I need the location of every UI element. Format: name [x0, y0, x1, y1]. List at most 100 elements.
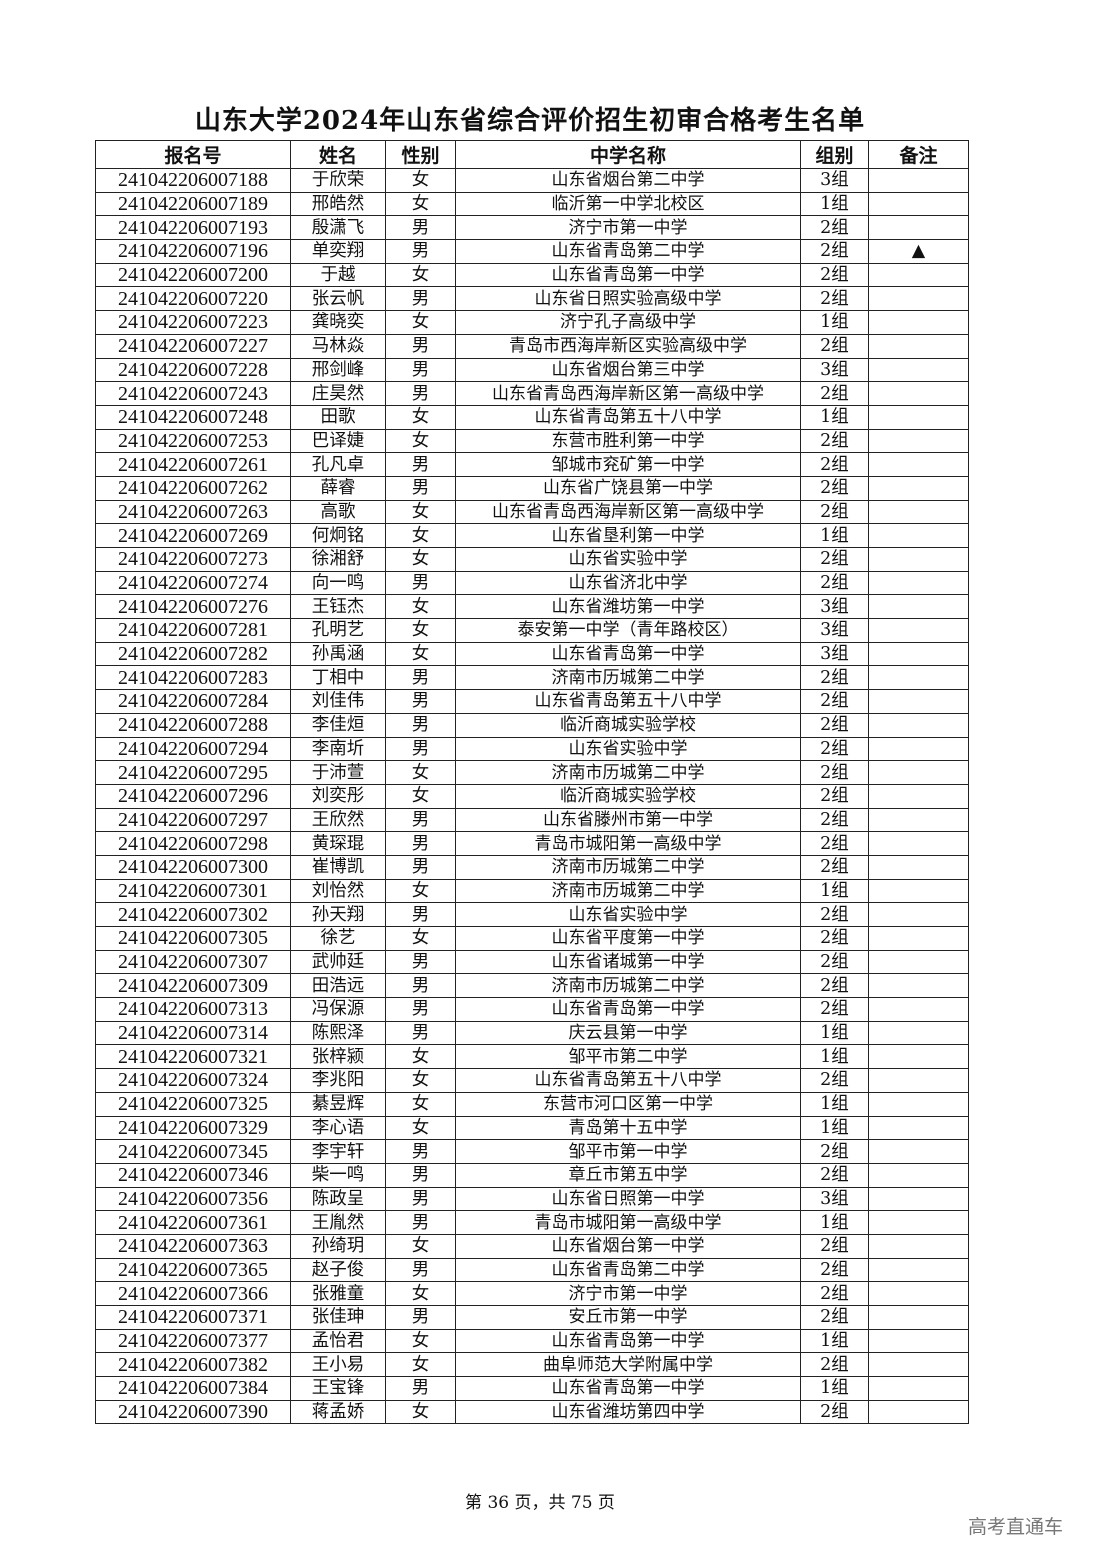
cell-school: 青岛市城阳第一高级中学: [455, 1210, 801, 1235]
cell-remark: [868, 475, 969, 501]
table-row: 241042206007321 张梓颍女邹平市第二中学 1组: [95, 1044, 969, 1070]
cell-registration-number: 241042206007228: [95, 357, 291, 383]
table-row: 241042206007361 王胤然男青岛市城阳第一高级中学 1组: [95, 1210, 969, 1235]
cell-gender: 女: [385, 878, 456, 904]
cell-remark: [868, 523, 969, 548]
cell-remark: [868, 215, 969, 241]
cell-name: 田歌: [290, 404, 386, 430]
cell-group: 2组: [800, 452, 869, 477]
table-row: 241042206007325 綦昱辉女东营市河口区第一中学 1组: [95, 1091, 969, 1117]
cell-registration-number: 241042206007307: [95, 949, 291, 975]
table-row: 241042206007243 庄昊然男山东省青岛西海岸新区第一高级中学 2组: [95, 381, 969, 406]
cell-remark: ▲: [868, 239, 969, 264]
cell-gender: 男: [385, 1257, 456, 1283]
cell-registration-number: 241042206007253: [95, 428, 291, 454]
cell-name: 蒋孟娇: [290, 1399, 386, 1425]
cell-registration-number: 241042206007188: [95, 168, 291, 193]
cell-remark: [868, 973, 969, 999]
cell-registration-number: 241042206007248: [95, 404, 291, 430]
cell-name: 王小易: [290, 1352, 386, 1378]
cell-name: 刘怡然: [290, 878, 386, 904]
cell-remark: [868, 262, 969, 288]
cell-group: 3组: [800, 168, 869, 193]
cell-school: 山东省烟台第三中学: [455, 357, 801, 383]
cell-school: 山东省广饶县第一中学: [455, 475, 801, 501]
cell-registration-number: 241042206007301: [95, 878, 291, 904]
table-row: 241042206007314 陈熙泽男庆云县第一中学 1组: [95, 1020, 969, 1046]
cell-group: 2组: [800, 902, 869, 927]
cell-remark: [868, 191, 969, 217]
header-gender: 性别: [385, 140, 456, 169]
cell-school: 山东省青岛西海岸新区第一高级中学: [455, 499, 801, 525]
cell-name: 刘奕彤: [290, 783, 386, 809]
table-row: 241042206007273 徐湘舒女山东省实验中学 2组: [95, 547, 969, 572]
cell-remark: [868, 286, 969, 312]
cell-name: 李南圻: [290, 736, 386, 762]
cell-gender: 男: [385, 333, 456, 359]
cell-registration-number: 241042206007309: [95, 973, 291, 999]
cell-remark: [868, 997, 969, 1022]
cell-gender: 女: [385, 523, 456, 548]
cell-name: 巴译婕: [290, 428, 386, 454]
cell-remark: [868, 902, 969, 927]
table-row: 241042206007297 王欣然男山东省滕州市第一中学 2组: [95, 807, 969, 833]
cell-group: 2组: [800, 475, 869, 501]
cell-remark: [868, 1068, 969, 1093]
cell-remark: [868, 499, 969, 525]
cell-gender: 女: [385, 1068, 456, 1093]
table-row: 241042206007269 何炯铭女山东省垦利第一中学 1组: [95, 523, 969, 548]
cell-registration-number: 241042206007295: [95, 760, 291, 785]
cell-registration-number: 241042206007274: [95, 570, 291, 596]
cell-registration-number: 241042206007305: [95, 926, 291, 951]
table-row: 241042206007371 张佳珅男安丘市第一中学 2组: [95, 1305, 969, 1330]
cell-remark: [868, 689, 969, 714]
cell-name: 李兆阳: [290, 1068, 386, 1093]
cell-remark: [868, 1115, 969, 1141]
cell-registration-number: 241042206007276: [95, 594, 291, 620]
cell-gender: 女: [385, 191, 456, 217]
cell-remark: [868, 1233, 969, 1259]
cell-group: 1组: [800, 523, 869, 548]
cell-registration-number: 241042206007377: [95, 1328, 291, 1354]
cell-group: 2组: [800, 1281, 869, 1306]
cell-name: 丁相中: [290, 665, 386, 691]
cell-group: 1组: [800, 1044, 869, 1070]
cell-remark: [868, 404, 969, 430]
table-row: 241042206007313 冯保源男山东省青岛第一中学 2组: [95, 997, 969, 1022]
cell-remark: [868, 712, 969, 738]
cell-school: 山东省日照第一中学: [455, 1186, 801, 1212]
cell-remark: [868, 428, 969, 454]
cell-name: 田浩远: [290, 973, 386, 999]
cell-remark: [868, 736, 969, 762]
header-name: 姓名: [290, 140, 386, 169]
table-row: 241042206007284 刘佳伟男山东省青岛第五十八中学 2组: [95, 689, 969, 714]
cell-registration-number: 241042206007282: [95, 641, 291, 667]
cell-school: 济南市历城第二中学: [455, 854, 801, 880]
cell-gender: 女: [385, 262, 456, 288]
cell-school: 山东省青岛第一中学: [455, 1376, 801, 1401]
cell-group: 3组: [800, 618, 869, 643]
cell-remark: [868, 168, 969, 193]
cell-name: 于欣荣: [290, 168, 386, 193]
table-row: 241042206007288 李佳烜男临沂商城实验学校 2组: [95, 712, 969, 738]
cell-group: 2组: [800, 854, 869, 880]
cell-name: 薛睿: [290, 475, 386, 501]
table-row: 241042206007305 徐艺女山东省平度第一中学 2组: [95, 926, 969, 951]
cell-remark: [868, 926, 969, 951]
cell-registration-number: 241042206007273: [95, 547, 291, 572]
cell-registration-number: 241042206007390: [95, 1399, 291, 1425]
cell-group: 2组: [800, 1352, 869, 1378]
cell-registration-number: 241042206007363: [95, 1233, 291, 1259]
cell-registration-number: 241042206007356: [95, 1186, 291, 1212]
table-row: 241042206007363 孙绮玥女山东省烟台第一中学 2组: [95, 1233, 969, 1259]
cell-gender: 女: [385, 1091, 456, 1117]
cell-name: 李宇轩: [290, 1139, 386, 1164]
table-row: 241042206007302 孙天翔男山东省实验中学 2组: [95, 902, 969, 927]
cell-name: 刘佳伟: [290, 689, 386, 714]
cell-name: 何炯铭: [290, 523, 386, 548]
cell-gender: 男: [385, 807, 456, 833]
cell-school: 山东省平度第一中学: [455, 926, 801, 951]
table-row: 241042206007281 孔明艺女泰安第一中学（青年路校区） 3组: [95, 618, 969, 643]
table-row: 241042206007295 于沛萱女济南市历城第二中学 2组: [95, 760, 969, 785]
cell-gender: 男: [385, 949, 456, 975]
